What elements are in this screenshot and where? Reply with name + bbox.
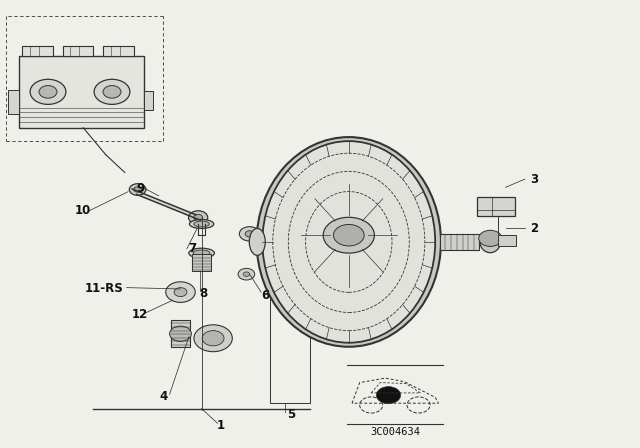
Text: 4: 4 (159, 390, 167, 403)
Circle shape (194, 215, 203, 221)
Circle shape (245, 231, 254, 237)
Circle shape (194, 325, 232, 352)
Circle shape (39, 86, 57, 98)
Circle shape (94, 79, 130, 104)
Circle shape (103, 86, 121, 98)
Text: 8: 8 (200, 287, 207, 300)
Ellipse shape (250, 228, 266, 255)
Circle shape (202, 331, 224, 346)
Text: 2: 2 (531, 222, 538, 235)
Ellipse shape (189, 248, 214, 258)
Ellipse shape (189, 220, 214, 228)
FancyBboxPatch shape (192, 254, 211, 271)
Ellipse shape (194, 221, 209, 227)
Circle shape (189, 211, 208, 224)
FancyBboxPatch shape (171, 320, 190, 347)
FancyBboxPatch shape (144, 91, 153, 110)
Text: 7: 7 (188, 242, 196, 255)
Ellipse shape (480, 231, 500, 253)
Circle shape (333, 224, 364, 246)
Circle shape (479, 230, 502, 246)
Circle shape (166, 282, 195, 302)
Circle shape (239, 227, 260, 241)
Circle shape (170, 326, 191, 341)
Circle shape (30, 79, 66, 104)
Circle shape (376, 387, 401, 404)
FancyBboxPatch shape (498, 235, 516, 246)
Text: 11-RS: 11-RS (84, 282, 123, 296)
Circle shape (174, 288, 187, 297)
Text: 1: 1 (217, 419, 225, 432)
Text: 10: 10 (75, 204, 92, 217)
Text: 12: 12 (131, 308, 148, 321)
FancyBboxPatch shape (19, 56, 144, 128)
FancyBboxPatch shape (440, 234, 479, 250)
Circle shape (243, 272, 250, 276)
Text: 5: 5 (287, 408, 295, 421)
Polygon shape (132, 189, 200, 220)
Circle shape (238, 268, 255, 280)
FancyBboxPatch shape (103, 46, 134, 56)
Text: 6: 6 (262, 289, 269, 302)
FancyBboxPatch shape (22, 46, 53, 56)
Text: 3C004634: 3C004634 (370, 427, 420, 437)
FancyBboxPatch shape (477, 197, 515, 216)
Text: 9: 9 (137, 181, 145, 195)
Ellipse shape (257, 137, 441, 347)
Text: 3: 3 (531, 172, 538, 186)
Circle shape (134, 187, 141, 192)
Ellipse shape (193, 250, 210, 256)
Circle shape (129, 184, 146, 195)
Ellipse shape (262, 141, 435, 343)
FancyBboxPatch shape (8, 90, 19, 114)
Circle shape (323, 217, 374, 253)
FancyBboxPatch shape (63, 46, 93, 56)
